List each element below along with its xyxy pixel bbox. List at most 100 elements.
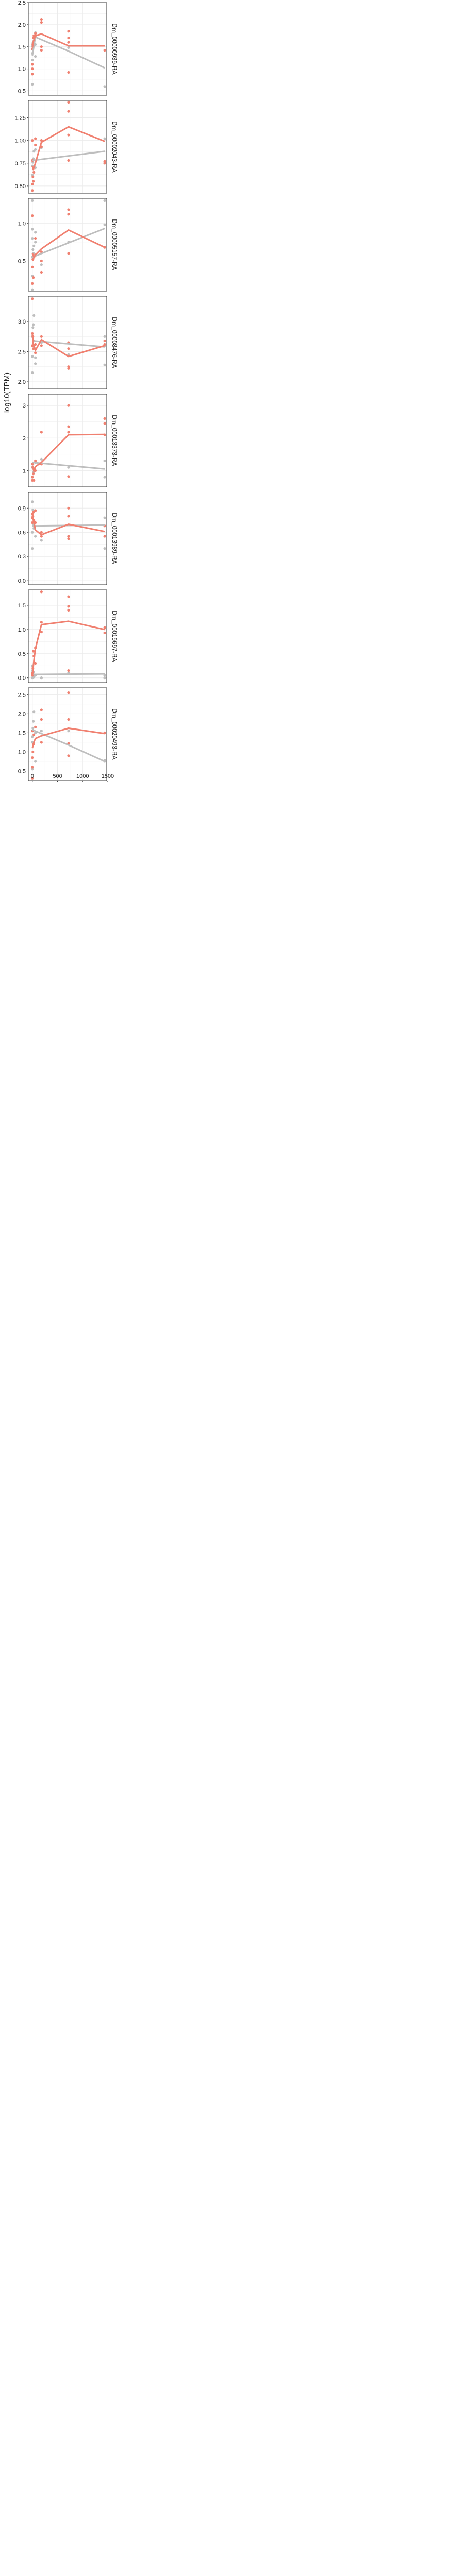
treated-point [67, 754, 70, 757]
treated-trend-line [31, 229, 105, 258]
y-tick-label: 2.5 [18, 349, 26, 355]
control-trend-line [32, 228, 105, 258]
y-tick-label: 3.0 [18, 319, 26, 325]
y-tick-label: 0.75 [15, 161, 26, 167]
treated-point [103, 417, 106, 420]
facet-label: Dm_00005157-RA [111, 219, 118, 270]
facet-label: Dm_00020493-RA [111, 708, 118, 759]
treated-point [67, 691, 70, 694]
treated-point [34, 662, 37, 665]
treated-point [34, 32, 37, 35]
control-point [103, 674, 106, 677]
control-point [31, 228, 34, 231]
treated-point [31, 521, 34, 524]
control-point [103, 676, 106, 680]
facet-panel: 0.5 1.0 1.5 2.0 2.5 Dm_00020493-RA [18, 687, 118, 781]
treated-point [34, 351, 37, 354]
y-tick-label: 1.5 [18, 44, 26, 50]
control-point [31, 500, 34, 503]
y-tick-label: 0.5 [18, 258, 26, 264]
control-point [67, 46, 70, 49]
treated-point [67, 110, 70, 113]
x-tick-label: 0 [31, 773, 34, 779]
treated-point [40, 48, 43, 52]
treated-trend-line [31, 516, 105, 536]
treated-point [31, 756, 34, 759]
treated-point [32, 511, 35, 514]
treated-point [31, 265, 34, 268]
panel-border [28, 687, 107, 781]
treated-point [40, 270, 43, 274]
control-point [31, 531, 34, 534]
treated-point [67, 208, 70, 211]
treated-point [32, 650, 35, 653]
control-point [31, 547, 34, 550]
treated-point [67, 347, 70, 350]
treated-point [67, 475, 70, 478]
control-point [40, 457, 43, 461]
treated-point [40, 18, 43, 21]
panel-border [28, 100, 107, 194]
treated-point [34, 137, 37, 140]
treated-point [103, 631, 106, 635]
control-point [103, 199, 106, 202]
treated-point [67, 71, 70, 74]
treated-point [31, 182, 34, 185]
control-point [32, 710, 36, 714]
control-point [31, 199, 34, 202]
treated-point [31, 67, 34, 71]
y-tick-label: 2.0 [18, 711, 26, 717]
treated-point [40, 718, 43, 721]
control-trend-line [32, 150, 105, 161]
y-tick-label: 1 [23, 468, 26, 474]
control-point [40, 539, 43, 542]
y-tick-label: 2.5 [18, 692, 26, 698]
y-tick-label: 1.25 [15, 115, 26, 122]
control-point [34, 356, 37, 359]
treated-point [31, 463, 34, 466]
treated-point [32, 180, 35, 183]
treated-point [31, 750, 35, 754]
y-tick-label: 2.0 [18, 379, 26, 385]
treated-point [32, 479, 36, 482]
panel-border [28, 2, 107, 96]
control-trend-line [31, 36, 105, 69]
control-point [32, 150, 36, 153]
control-point [34, 760, 37, 763]
control-point [103, 85, 106, 88]
treated-point [31, 63, 34, 66]
control-point [103, 476, 106, 479]
y-tick-label: 1.0 [18, 749, 26, 755]
facet-label: Dm_00008476-RA [111, 317, 118, 368]
y-tick-label: 0.5 [18, 768, 26, 774]
treated-point [40, 708, 43, 711]
treated-point [67, 133, 70, 137]
panel-border [28, 394, 107, 487]
control-point [40, 263, 43, 266]
treated-point [40, 590, 43, 594]
treated-point [31, 297, 34, 300]
control-point [31, 735, 34, 738]
control-point [31, 768, 34, 771]
x-tick-label: 1000 [76, 773, 89, 779]
control-point [31, 355, 34, 358]
treated-point [31, 332, 34, 335]
y-tick-label: 0.5 [18, 651, 26, 657]
control-point [67, 730, 70, 733]
x-tick-label: 1500 [102, 773, 114, 779]
facet-panel: 0.5 1.0 Dm_00005157-RA [18, 198, 118, 292]
treated-point [67, 367, 70, 370]
treated-point [40, 741, 43, 744]
treated-point [67, 535, 70, 538]
treated-trend-line [31, 433, 105, 472]
treated-point [31, 189, 34, 192]
y-tick-label: 1.5 [18, 730, 26, 736]
control-point [40, 676, 43, 680]
control-point [34, 362, 37, 365]
y-tick-label: 0.50 [15, 183, 26, 190]
control-point [31, 508, 35, 512]
y-tick-label: 1.00 [15, 138, 26, 144]
treated-point [67, 537, 70, 540]
control-point [40, 730, 43, 733]
treated-point [67, 605, 70, 608]
